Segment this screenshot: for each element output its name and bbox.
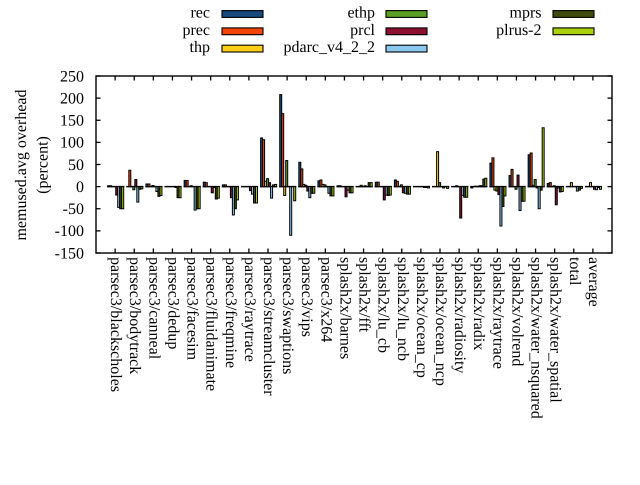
svg-text:splash2x/ocean_ncp: splash2x/ocean_ncp [432, 257, 449, 386]
svg-text:splash2x/barnes: splash2x/barnes [336, 257, 353, 359]
svg-text:-150: -150 [55, 245, 84, 262]
svg-text:250: 250 [60, 68, 84, 85]
svg-text:splash2x/water_nsquared: splash2x/water_nsquared [528, 257, 545, 419]
svg-text:splash2x/radiosity: splash2x/radiosity [451, 257, 468, 373]
svg-text:average: average [585, 257, 602, 307]
svg-text:memused.avg overhead: memused.avg overhead [13, 89, 30, 240]
svg-text:(percent): (percent) [35, 136, 52, 194]
svg-text:splash2x/fft: splash2x/fft [356, 257, 373, 333]
svg-text:ethp: ethp [347, 5, 375, 22]
svg-text:splash2x/lu_cb: splash2x/lu_cb [375, 257, 392, 353]
svg-text:parsec3/canneal: parsec3/canneal [145, 257, 162, 360]
svg-text:splash2x/ocean_cp: splash2x/ocean_cp [413, 257, 430, 378]
svg-text:splash2x/water_spatial: splash2x/water_spatial [547, 257, 564, 403]
svg-text:parsec3/blackscholes: parsec3/blackscholes [107, 257, 124, 392]
svg-text:0: 0 [76, 179, 84, 196]
svg-text:parsec3/x264: parsec3/x264 [317, 257, 334, 342]
svg-text:parsec3/freqmine: parsec3/freqmine [222, 257, 239, 368]
svg-text:parsec3/raytrace: parsec3/raytrace [241, 257, 258, 362]
svg-text:parsec3/vips: parsec3/vips [298, 257, 315, 337]
svg-text:50: 50 [68, 157, 84, 174]
svg-text:parsec3/dedup: parsec3/dedup [164, 257, 181, 349]
svg-text:prcl: prcl [350, 22, 375, 39]
svg-text:splash2x/volrend: splash2x/volrend [508, 257, 525, 366]
svg-text:-50: -50 [63, 201, 84, 218]
svg-text:prec: prec [182, 22, 210, 39]
svg-text:total: total [566, 257, 583, 286]
svg-text:parsec3/swaptions: parsec3/swaptions [279, 257, 296, 374]
svg-text:150: 150 [60, 113, 84, 130]
svg-text:100: 100 [60, 135, 84, 152]
svg-text:splash2x/lu_ncb: splash2x/lu_ncb [394, 257, 411, 361]
svg-text:parsec3/streamcluster: parsec3/streamcluster [260, 257, 277, 396]
svg-text:mprs: mprs [510, 5, 542, 22]
svg-text:splash2x/radix: splash2x/radix [470, 257, 487, 350]
svg-text:parsec3/fluidanimate: parsec3/fluidanimate [203, 257, 220, 391]
svg-text:parsec3/bodytrack: parsec3/bodytrack [126, 257, 143, 374]
svg-text:thp: thp [190, 39, 210, 56]
svg-text:rec: rec [190, 5, 210, 22]
svg-text:parsec3/facesim: parsec3/facesim [184, 257, 201, 361]
svg-text:200: 200 [60, 90, 84, 107]
svg-text:splash2x/raytrace: splash2x/raytrace [489, 257, 506, 369]
svg-text:pdarc_v4_2_2: pdarc_v4_2_2 [283, 39, 375, 56]
svg-text:-100: -100 [55, 223, 84, 240]
svg-text:plrus-2: plrus-2 [496, 22, 541, 39]
